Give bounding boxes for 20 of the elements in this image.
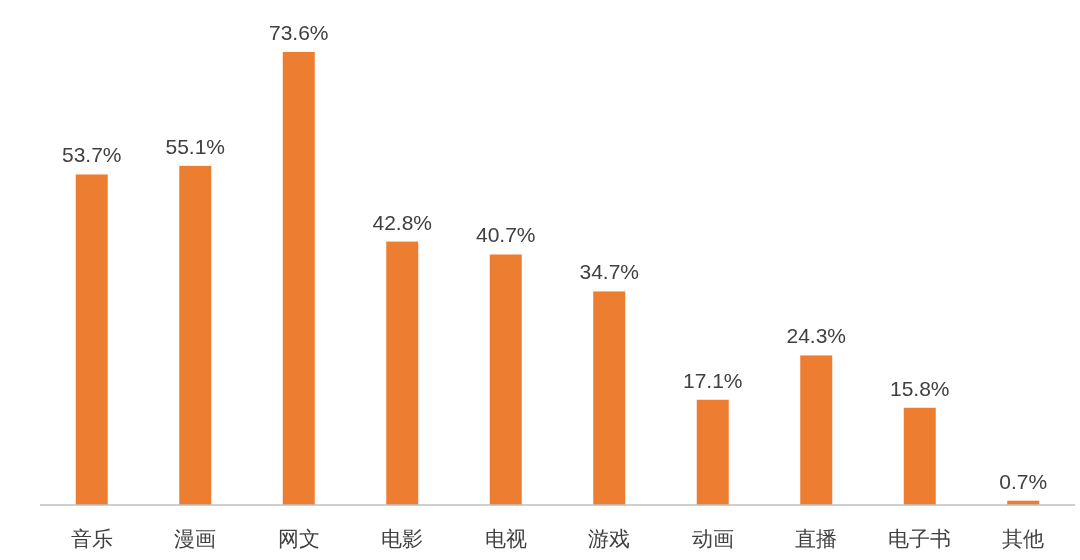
x-tick-label: 游戏 (588, 527, 631, 550)
data-label: 53.7% (61, 143, 122, 167)
x-tick-label: 直播 (795, 527, 838, 550)
x-tick-label: 网文 (277, 527, 320, 550)
data-label: 34.7% (579, 260, 640, 284)
x-tick-label: 音乐 (70, 527, 113, 550)
x-tick-label: 电子书 (888, 527, 952, 550)
x-tick-label: 电视 (484, 527, 527, 550)
data-label: 24.3% (786, 324, 847, 348)
x-tick-label: 其他 (1002, 527, 1045, 550)
data-label: 55.1% (165, 134, 226, 158)
x-tick-label: 电影 (381, 527, 424, 550)
data-label: 40.7% (475, 223, 536, 247)
data-label: 15.8% (889, 376, 950, 400)
data-label: 0.7% (999, 469, 1048, 493)
data-label: 73.6% (268, 21, 329, 44)
data-label: 17.1% (682, 368, 743, 392)
x-tick-label: 漫画 (174, 527, 217, 550)
data-label: 42.8% (372, 210, 433, 234)
x-tick-label: 动画 (691, 527, 734, 550)
